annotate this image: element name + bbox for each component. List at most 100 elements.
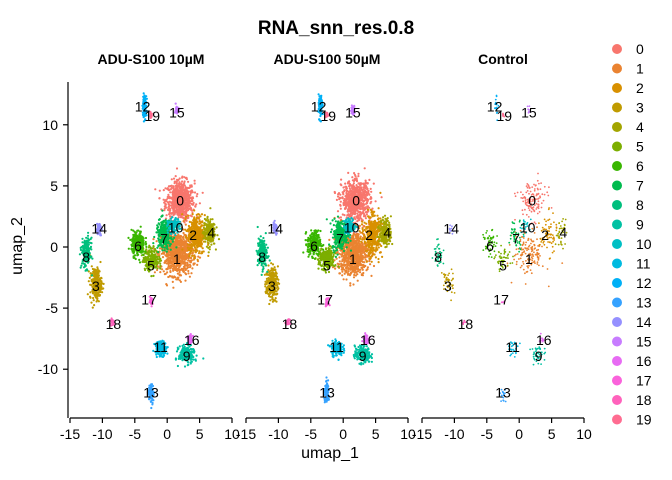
scatter-point: [345, 187, 348, 190]
scatter-point: [191, 221, 194, 224]
scatter-point: [184, 279, 187, 282]
scatter-point: [142, 237, 145, 240]
scatter-point: [181, 175, 184, 178]
scatter-point: [144, 250, 147, 253]
scatter-point: [195, 354, 198, 357]
scatter-point: [152, 274, 155, 277]
scatter-point: [360, 182, 363, 185]
cluster-label: 13: [143, 384, 159, 400]
scatter-point: [197, 252, 201, 255]
scatter-point: [162, 225, 165, 228]
scatter-point: [186, 246, 189, 249]
scatter-point: [176, 187, 179, 190]
scatter-point: [203, 224, 206, 227]
scatter-point: [356, 212, 359, 215]
scatter-point: [162, 270, 165, 273]
scatter-point: [199, 215, 202, 218]
scatter-point: [139, 225, 142, 228]
scatter-point: [90, 274, 94, 277]
scatter-point: [155, 259, 158, 262]
scatter-point: [355, 180, 359, 183]
scatter-point: [191, 254, 194, 257]
scatter-point: [187, 214, 190, 217]
chart-title: RNA_snn_res.0.8: [258, 18, 414, 39]
scatter-point: [93, 304, 96, 307]
scatter-point: [165, 284, 169, 287]
scatter-point: [167, 193, 170, 196]
scatter-point: [158, 197, 161, 200]
scatter-point: [183, 176, 186, 179]
scatter-point: [339, 207, 342, 210]
scatter-point: [197, 213, 200, 216]
scatter-point: [166, 195, 169, 198]
scatter-point: [144, 240, 147, 244]
scatter-point: [182, 235, 185, 238]
scatter-point: [349, 208, 352, 211]
scatter-point: [181, 191, 184, 194]
scatter-point: [217, 238, 221, 241]
scatter-point: [159, 355, 162, 358]
scatter-point: [196, 249, 199, 252]
scatter-point: [172, 211, 175, 214]
scatter-point: [180, 183, 183, 186]
scatter-point: [343, 214, 346, 217]
scatter-point: [346, 194, 349, 197]
scatter-point: [204, 240, 207, 243]
scatter-point: [95, 271, 98, 274]
scatter-point: [150, 254, 153, 257]
scatter-point: [178, 181, 181, 184]
scatter-point: [196, 258, 199, 261]
scatter-point: [203, 233, 206, 236]
scatter-point: [177, 201, 180, 204]
scatter-point: [161, 256, 165, 259]
scatter-point: [92, 299, 95, 302]
scatter-point: [336, 210, 340, 213]
scatter-point: [198, 239, 201, 242]
scatter-point: [157, 251, 160, 254]
scatter-point: [366, 211, 369, 214]
cluster-label: 19: [145, 108, 161, 124]
scatter-point: [181, 188, 184, 191]
scatter-point: [363, 191, 366, 194]
scatter-point: [175, 246, 178, 249]
scatter-point: [159, 267, 162, 270]
x-tick-label: 0: [163, 426, 171, 442]
scatter-point: [370, 197, 373, 200]
scatter-point: [187, 199, 190, 202]
scatter-point: [92, 270, 95, 273]
scatter-point: [370, 190, 373, 193]
scatter-point: [358, 211, 361, 214]
scatter-point: [182, 241, 186, 244]
scatter-point: [158, 218, 161, 221]
scatter-point: [196, 192, 199, 196]
scatter-point: [370, 274, 373, 277]
scatter-point: [178, 186, 182, 189]
scatter-point: [179, 207, 182, 211]
scatter-point: [359, 271, 362, 274]
scatter-point: [347, 182, 350, 185]
scatter-point: [179, 351, 182, 354]
scatter-point: [169, 248, 172, 251]
scatter-point: [364, 181, 367, 184]
scatter-point: [374, 200, 377, 203]
facet-points: [78, 92, 221, 410]
scatter-point: [190, 189, 193, 192]
scatter-point: [175, 199, 178, 202]
scatter-point: [86, 237, 90, 240]
scatter-point: [364, 217, 367, 220]
scatter-point: [182, 186, 185, 189]
scatter-point: [180, 261, 183, 264]
scatter-point: [165, 250, 168, 253]
scatter-point: [181, 202, 184, 205]
scatter-point: [183, 365, 187, 368]
scatter-point: [205, 245, 208, 248]
scatter-point: [137, 229, 140, 232]
cluster-label: 15: [169, 105, 185, 121]
scatter-point: [101, 291, 104, 294]
scatter-point: [182, 194, 185, 197]
scatter-point: [177, 214, 180, 217]
scatter-point: [176, 184, 179, 187]
scatter-point: [183, 256, 186, 259]
scatter-point: [81, 241, 84, 244]
scatter-point: [191, 267, 194, 270]
